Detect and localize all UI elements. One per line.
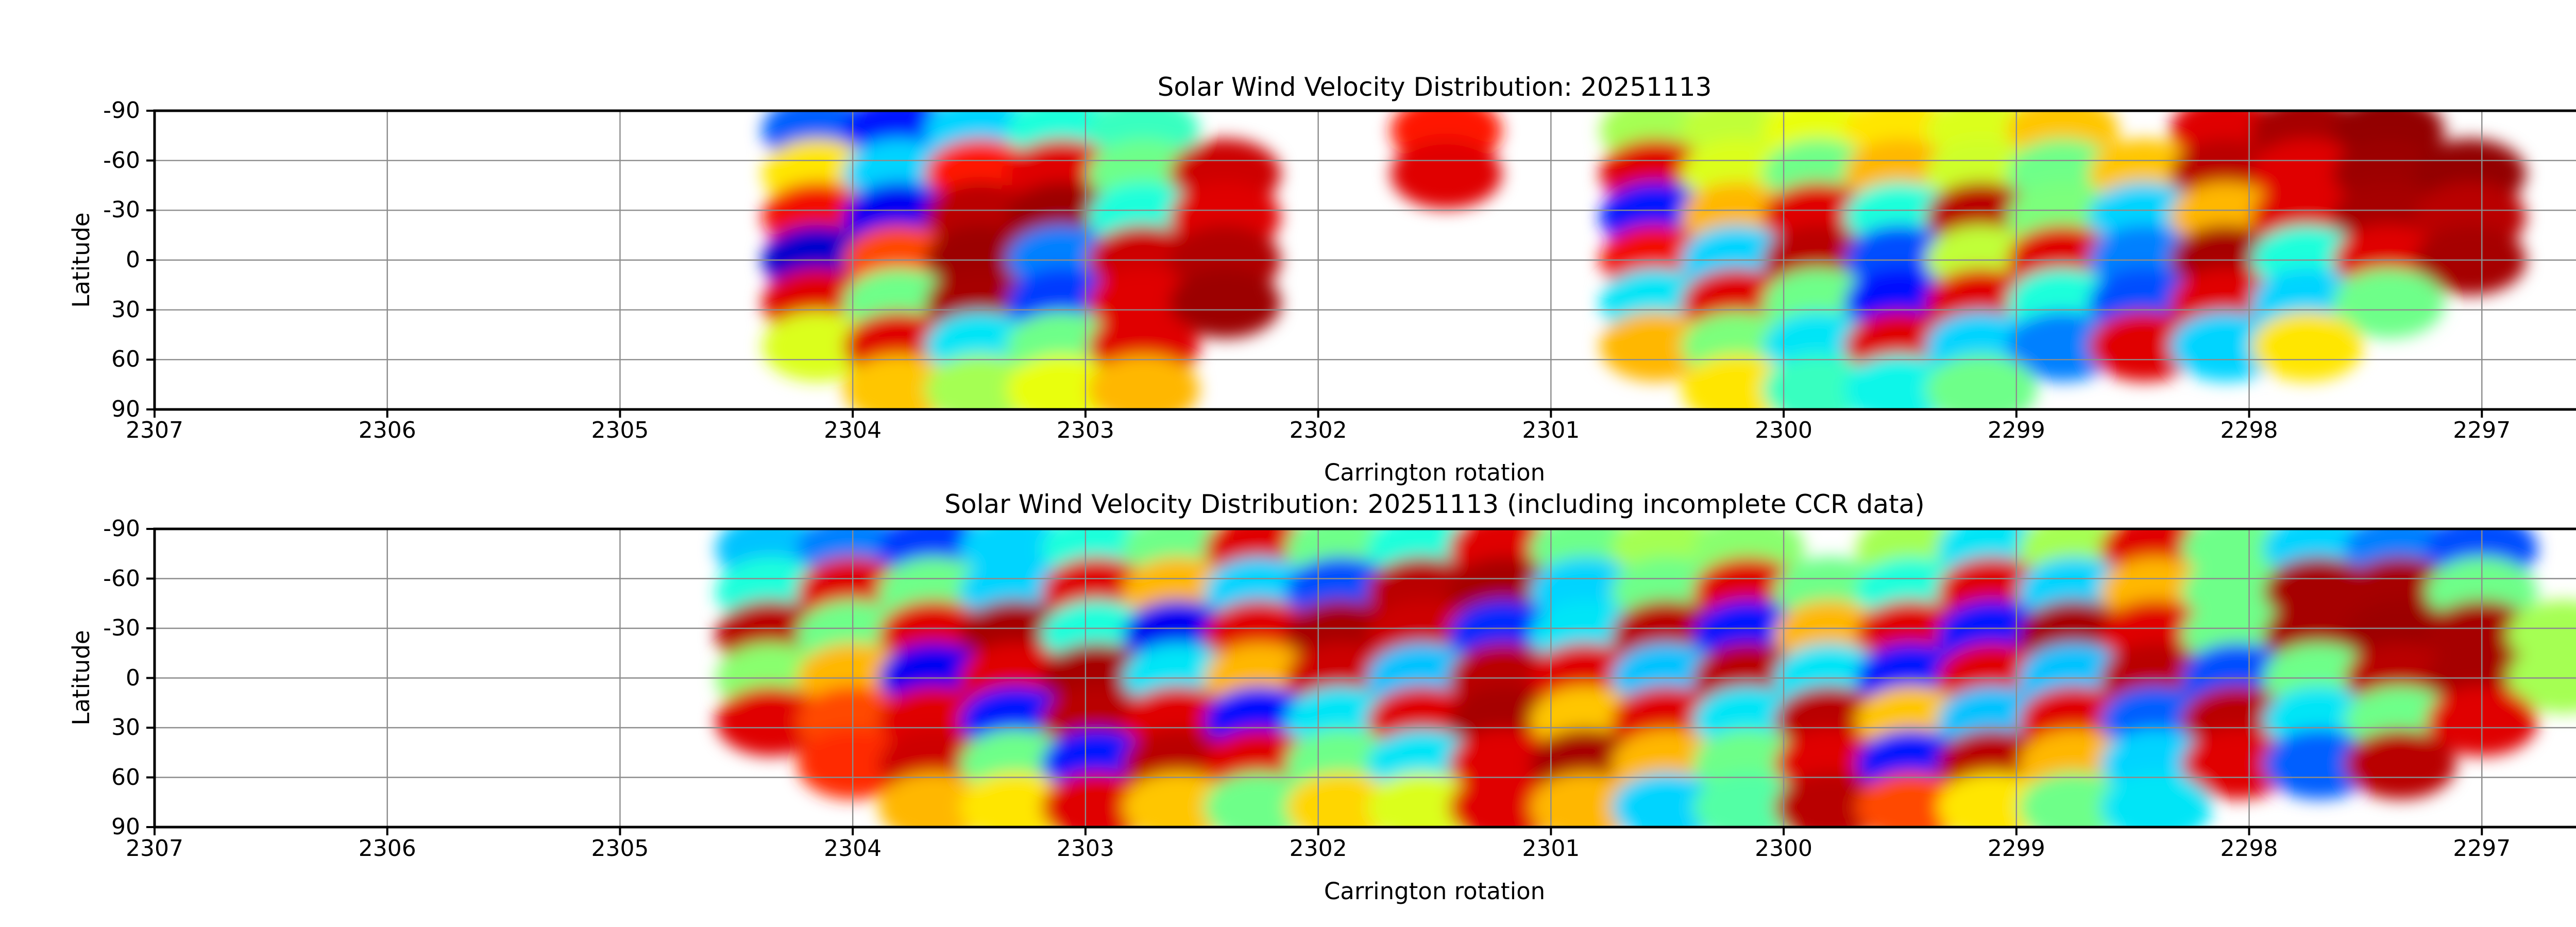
velocity-field — [762, 111, 2526, 409]
velocity-cell — [2100, 772, 2212, 827]
panel1-x-axis-label: Carrington rotation — [1324, 459, 1546, 486]
x-tick-label: 2303 — [1056, 835, 1114, 862]
panel2-plot — [146, 527, 2576, 835]
velocity-cell — [716, 686, 827, 757]
x-tick-label: 2300 — [1755, 417, 1813, 443]
x-tick-label: 2298 — [2220, 835, 2278, 862]
y-tick-label: -90 — [103, 516, 140, 542]
y-tick-label: 90 — [111, 814, 140, 840]
x-tick-label: 2301 — [1522, 835, 1580, 862]
velocity-cell — [1926, 354, 2038, 409]
x-tick-label: 2298 — [2220, 417, 2278, 443]
velocity-cell — [2345, 729, 2456, 799]
velocity-cell — [1169, 268, 1281, 338]
y-tick-label: 0 — [126, 664, 140, 691]
y-tick-label: 30 — [111, 714, 140, 741]
y-tick-label: 90 — [111, 396, 140, 422]
velocity-cell — [2089, 311, 2200, 382]
velocity-cell — [1600, 311, 1711, 382]
panel2-title: Solar Wind Velocity Distribution: 202511… — [944, 489, 1925, 519]
panel2-x-axis-label: Carrington rotation — [1324, 878, 1546, 905]
velocity-cell — [1088, 354, 1199, 409]
x-tick-label: 2299 — [1987, 417, 2045, 443]
velocity-cell — [2170, 311, 2282, 382]
panel1-plot — [146, 109, 2576, 418]
x-tick-label: 2301 — [1522, 417, 1580, 443]
x-tick-label: 2297 — [2453, 417, 2511, 443]
x-tick-label: 2306 — [358, 417, 416, 443]
velocity-cell — [2251, 311, 2363, 382]
velocity-cell — [2182, 729, 2293, 799]
x-tick-label: 2307 — [126, 835, 183, 862]
x-tick-label: 2297 — [2453, 835, 2511, 862]
y-tick-label: 60 — [111, 764, 140, 791]
y-tick-label: 30 — [111, 296, 140, 323]
x-tick-label: 2302 — [1289, 417, 1347, 443]
x-tick-label: 2306 — [358, 835, 416, 862]
velocity-cell — [2333, 268, 2445, 338]
x-tick-label: 2303 — [1056, 417, 1114, 443]
panel1-title: Solar Wind Velocity Distribution: 202511… — [1157, 72, 1712, 102]
x-tick-label: 2304 — [824, 417, 882, 443]
y-tick-label: -60 — [103, 147, 140, 174]
x-tick-label: 2305 — [591, 417, 649, 443]
x-tick-label: 2307 — [126, 417, 183, 443]
x-tick-label: 2304 — [824, 835, 882, 862]
x-tick-label: 2299 — [1987, 835, 2045, 862]
y-tick-label: -60 — [103, 565, 140, 592]
tick-marks — [146, 528, 2483, 835]
velocity-field — [716, 529, 2576, 827]
y-tick-label: -90 — [103, 97, 140, 124]
x-tick-label: 2305 — [591, 835, 649, 862]
y-tick-label: 0 — [126, 247, 140, 273]
y-tick-label: -30 — [103, 197, 140, 224]
velocity-cell — [2263, 729, 2375, 799]
tick-marks — [146, 110, 2483, 418]
x-tick-label: 2300 — [1755, 835, 1813, 862]
velocity-cell — [762, 311, 874, 382]
y-tick-label: 60 — [111, 346, 140, 373]
velocity-cell — [2007, 311, 2119, 382]
velocity-cell — [1391, 139, 1502, 209]
x-tick-label: 2302 — [1289, 835, 1347, 862]
y-tick-label: -30 — [103, 615, 140, 641]
